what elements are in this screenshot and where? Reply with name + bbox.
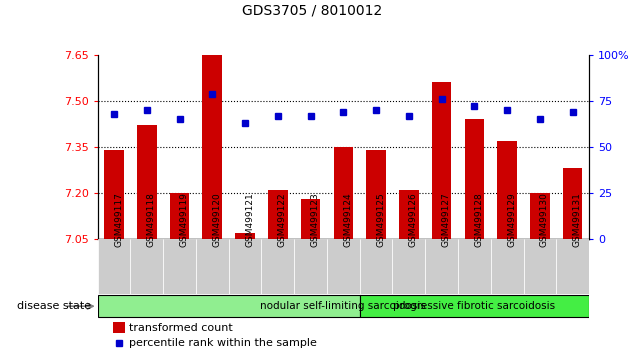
Text: GSM499129: GSM499129 [507,193,516,247]
Bar [98,239,130,294]
Text: GSM499118: GSM499118 [147,192,156,247]
Bar [333,147,353,239]
Text: GSM499130: GSM499130 [540,192,549,247]
Text: GSM499124: GSM499124 [343,193,352,247]
Bar [360,295,589,318]
Text: progressive fibrotic sarcoidosis: progressive fibrotic sarcoidosis [393,301,556,311]
Text: nodular self-limiting sarcoidosis: nodular self-limiting sarcoidosis [260,301,427,311]
Bar [294,239,327,294]
Bar [524,239,556,294]
Text: GSM499120: GSM499120 [212,193,221,247]
Bar [235,233,255,239]
Bar [301,199,321,239]
Bar [432,82,452,239]
Bar [169,193,190,239]
Bar [202,55,222,239]
Text: GSM499126: GSM499126 [409,193,418,247]
Bar [497,141,517,239]
Bar [229,239,261,294]
Bar [556,239,589,294]
Bar [113,322,125,333]
Text: GDS3705 / 8010012: GDS3705 / 8010012 [242,4,382,18]
Text: GSM499128: GSM499128 [474,193,483,247]
Bar [268,190,288,239]
Bar [491,239,524,294]
Text: GSM499131: GSM499131 [573,192,581,247]
Text: GSM499122: GSM499122 [278,193,287,247]
Text: GSM499127: GSM499127 [442,193,450,247]
Text: percentile rank within the sample: percentile rank within the sample [129,338,317,348]
Bar [464,119,484,239]
Text: transformed count: transformed count [129,322,233,332]
Text: GSM499125: GSM499125 [376,193,385,247]
Bar [563,169,583,239]
Bar [98,295,360,318]
Text: GSM499123: GSM499123 [311,193,319,247]
Bar [399,190,419,239]
Bar [530,193,550,239]
Bar [104,150,124,239]
Text: disease state: disease state [17,301,91,311]
Bar [360,239,392,294]
Bar [196,239,229,294]
Bar [392,239,425,294]
Text: GSM499117: GSM499117 [114,192,123,247]
Bar [163,239,196,294]
Bar [366,150,386,239]
Bar [327,239,360,294]
Bar [261,239,294,294]
Bar [458,239,491,294]
Text: GSM499119: GSM499119 [180,192,188,247]
Bar [425,239,458,294]
Bar [137,125,157,239]
Text: GSM499121: GSM499121 [245,193,254,247]
Bar [130,239,163,294]
